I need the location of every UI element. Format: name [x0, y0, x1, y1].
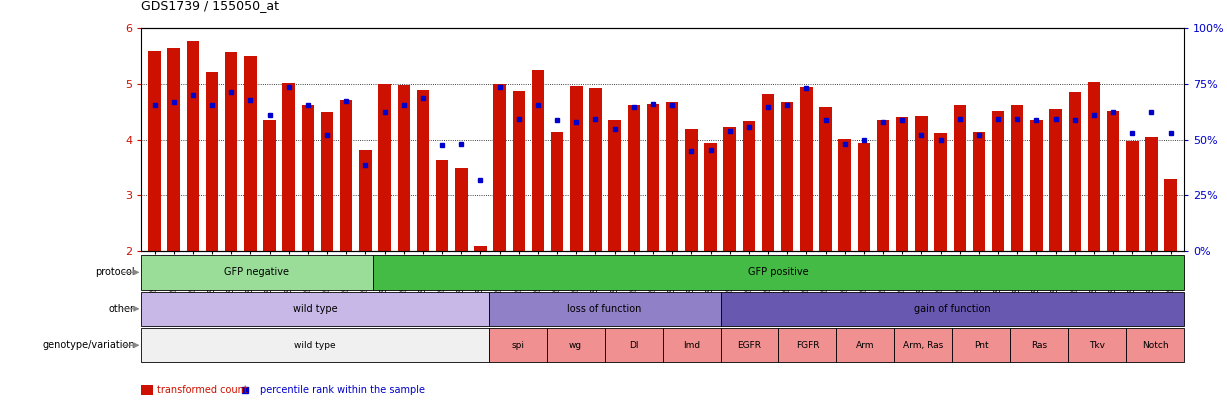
- Bar: [762, 94, 774, 251]
- Bar: [513, 91, 525, 251]
- Text: Imd: Imd: [683, 341, 701, 350]
- Bar: [167, 48, 180, 251]
- Bar: [1069, 328, 1126, 362]
- Bar: [225, 52, 238, 251]
- Bar: [1049, 109, 1061, 251]
- Bar: [605, 328, 663, 362]
- Bar: [894, 328, 952, 362]
- Bar: [609, 120, 621, 251]
- Bar: [663, 328, 720, 362]
- Text: loss of function: loss of function: [567, 304, 642, 314]
- Text: Tkv: Tkv: [1090, 341, 1106, 350]
- Text: GFP negative: GFP negative: [225, 267, 290, 277]
- Bar: [1145, 137, 1158, 251]
- Text: Arm, Ras: Arm, Ras: [903, 341, 944, 350]
- Bar: [720, 292, 1184, 326]
- Bar: [720, 328, 778, 362]
- Text: Notch: Notch: [1142, 341, 1168, 350]
- Bar: [551, 132, 563, 251]
- Bar: [952, 328, 1010, 362]
- Bar: [148, 51, 161, 251]
- Bar: [1031, 120, 1043, 251]
- Text: GDS1739 / 155050_at: GDS1739 / 155050_at: [141, 0, 279, 12]
- Text: GFP positive: GFP positive: [748, 267, 809, 277]
- Text: Dl: Dl: [629, 341, 638, 350]
- Text: Ras: Ras: [1031, 341, 1048, 350]
- Text: other: other: [109, 304, 135, 314]
- Bar: [934, 133, 947, 251]
- Bar: [187, 40, 199, 251]
- Bar: [778, 328, 837, 362]
- Bar: [488, 292, 720, 326]
- Bar: [858, 143, 870, 251]
- Bar: [915, 116, 928, 251]
- Bar: [742, 122, 755, 251]
- Bar: [1069, 92, 1081, 251]
- Bar: [1087, 82, 1101, 251]
- Bar: [340, 100, 352, 251]
- Bar: [973, 132, 985, 251]
- Bar: [531, 70, 545, 251]
- Text: transformed count: transformed count: [157, 385, 248, 394]
- Bar: [547, 328, 605, 362]
- Bar: [488, 328, 547, 362]
- Bar: [493, 84, 506, 251]
- Text: percentile rank within the sample: percentile rank within the sample: [260, 385, 425, 394]
- Bar: [838, 139, 852, 251]
- Bar: [141, 328, 488, 362]
- Bar: [282, 83, 294, 251]
- Bar: [141, 292, 488, 326]
- Bar: [141, 255, 373, 290]
- Bar: [666, 102, 679, 251]
- Bar: [378, 84, 391, 251]
- Bar: [206, 72, 218, 251]
- Text: protocol: protocol: [96, 267, 135, 277]
- Text: FGFR: FGFR: [795, 341, 820, 350]
- Bar: [1010, 328, 1069, 362]
- Bar: [417, 90, 429, 251]
- Text: wg: wg: [569, 341, 583, 350]
- Bar: [1011, 105, 1023, 251]
- Bar: [704, 143, 717, 251]
- Bar: [589, 88, 601, 251]
- Bar: [1107, 111, 1119, 251]
- Text: Arm: Arm: [856, 341, 875, 350]
- Bar: [455, 168, 467, 251]
- Bar: [474, 245, 487, 251]
- Text: genotype/variation: genotype/variation: [43, 340, 135, 350]
- Text: EGFR: EGFR: [737, 341, 762, 350]
- Bar: [1126, 328, 1184, 362]
- Text: gain of function: gain of function: [914, 304, 990, 314]
- Bar: [991, 111, 1005, 251]
- Bar: [800, 87, 812, 251]
- Bar: [877, 120, 890, 251]
- Text: wild type: wild type: [294, 341, 336, 350]
- Bar: [436, 160, 448, 251]
- Bar: [264, 120, 276, 251]
- Bar: [837, 328, 894, 362]
- Text: spi: spi: [512, 341, 524, 350]
- Bar: [1126, 141, 1139, 251]
- Bar: [571, 86, 583, 251]
- Bar: [647, 104, 659, 251]
- Bar: [320, 112, 334, 251]
- Text: wild type: wild type: [292, 304, 337, 314]
- Bar: [360, 150, 372, 251]
- Bar: [685, 129, 698, 251]
- Bar: [953, 104, 966, 251]
- Bar: [627, 105, 640, 251]
- Bar: [398, 85, 410, 251]
- Bar: [820, 107, 832, 251]
- Bar: [1164, 179, 1177, 251]
- Bar: [141, 385, 153, 395]
- Text: Pnt: Pnt: [974, 341, 989, 350]
- Bar: [896, 117, 908, 251]
- Bar: [302, 105, 314, 251]
- Bar: [724, 128, 736, 251]
- Bar: [373, 255, 1184, 290]
- Bar: [244, 56, 256, 251]
- Bar: [780, 102, 794, 251]
